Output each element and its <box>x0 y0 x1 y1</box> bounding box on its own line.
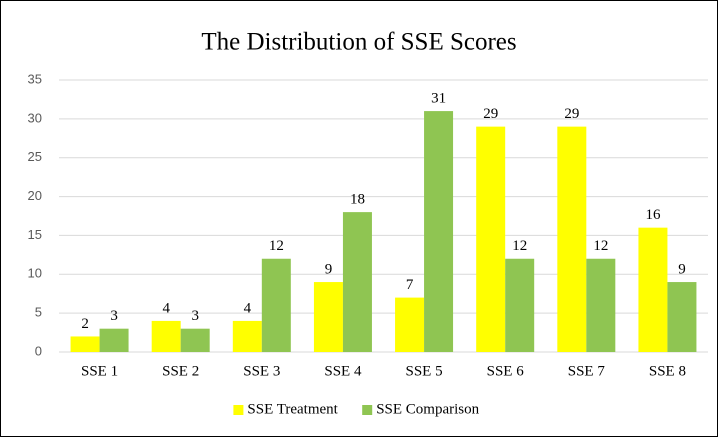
y-tick-label: 20 <box>28 188 42 203</box>
legend-label: SSE Comparison <box>376 401 479 417</box>
data-label: 31 <box>431 91 446 107</box>
bar <box>261 258 291 352</box>
x-tick-label: SSE 3 <box>243 363 280 379</box>
data-label: 29 <box>483 106 498 122</box>
bar <box>424 111 454 352</box>
data-label: 12 <box>512 238 527 254</box>
bar <box>395 297 425 352</box>
y-tick-label: 15 <box>28 227 42 242</box>
y-tick-label: 35 <box>28 71 42 86</box>
data-label: 9 <box>678 261 686 277</box>
legend-swatch <box>362 405 373 415</box>
bar <box>313 282 343 352</box>
x-tick-label: SSE 5 <box>406 363 443 379</box>
data-label: 4 <box>244 300 252 316</box>
bar <box>232 320 262 352</box>
data-label: 3 <box>191 308 199 324</box>
bar <box>342 212 372 352</box>
x-tick-label: SSE 6 <box>487 363 525 379</box>
x-tick-label: SSE 7 <box>568 363 606 379</box>
bar <box>180 328 210 352</box>
bar <box>70 336 100 352</box>
bar <box>667 282 697 352</box>
x-tick-label: SSE 2 <box>162 363 199 379</box>
y-tick-label: 0 <box>35 343 42 358</box>
y-tick-label: 5 <box>35 305 42 320</box>
legend-label: SSE Treatment <box>247 401 338 417</box>
data-label: 3 <box>110 308 118 324</box>
x-tick-label: SSE 8 <box>649 363 686 379</box>
data-label: 7 <box>406 277 414 293</box>
legend-swatch <box>233 405 244 415</box>
bar <box>557 126 587 352</box>
chart-title: The Distribution of SSE Scores <box>201 29 516 56</box>
x-tick-label: SSE 1 <box>81 363 118 379</box>
bar <box>151 320 181 352</box>
data-label: 18 <box>350 192 365 208</box>
data-label: 16 <box>645 207 661 223</box>
data-label: 12 <box>593 238 608 254</box>
bar <box>586 258 616 352</box>
y-tick-label: 10 <box>28 266 42 281</box>
data-label: 2 <box>81 316 89 332</box>
data-label: 4 <box>162 300 170 316</box>
y-tick-label: 30 <box>28 110 42 125</box>
bar <box>505 258 535 352</box>
bar <box>638 227 668 352</box>
data-label: 29 <box>564 106 579 122</box>
data-label: 9 <box>325 261 333 277</box>
data-label: 12 <box>269 238 284 254</box>
bar <box>99 328 129 352</box>
x-tick-label: SSE 4 <box>324 363 362 379</box>
bar <box>476 126 506 352</box>
y-tick-label: 25 <box>28 149 42 164</box>
